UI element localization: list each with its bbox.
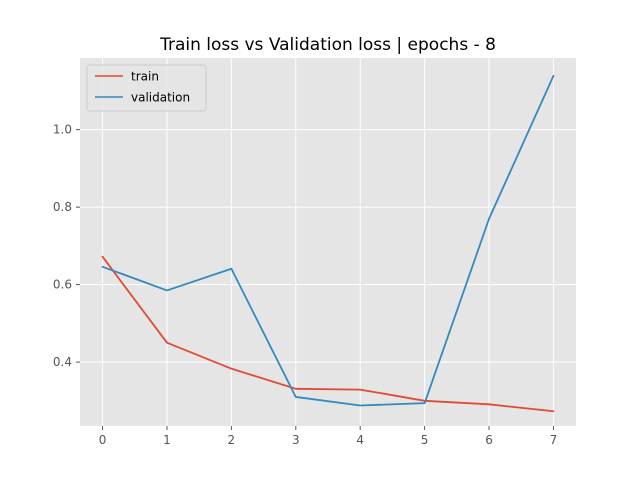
series-layer xyxy=(101,74,555,413)
tick-layer: 0 1 2 3 4 5 6 7 0.4 0.6 0.8 1.0 xyxy=(53,123,557,447)
y-tick-label: 0.8 xyxy=(53,200,72,214)
y-tick-label: 1.0 xyxy=(53,123,72,137)
x-tick-label: 5 xyxy=(421,433,429,447)
x-tick-label: 7 xyxy=(550,433,558,447)
x-tick-label: 1 xyxy=(163,433,171,447)
series-line-train xyxy=(101,255,555,413)
legend-label-train: train xyxy=(131,70,159,84)
chart-title: Train loss vs Validation loss | epochs -… xyxy=(159,35,496,55)
plot-area xyxy=(80,58,576,426)
legend-label-validation: validation xyxy=(131,91,190,105)
x-tick-label: 2 xyxy=(228,433,236,447)
x-tick-label: 0 xyxy=(99,433,107,447)
x-tick-label: 3 xyxy=(292,433,300,447)
y-tick-label: 0.4 xyxy=(53,355,72,369)
series-line-validation xyxy=(101,74,555,407)
x-tick-label: 6 xyxy=(485,433,493,447)
legend: train validation xyxy=(86,64,207,112)
x-tick-label: 4 xyxy=(356,433,364,447)
y-tick-label: 0.6 xyxy=(53,278,72,292)
